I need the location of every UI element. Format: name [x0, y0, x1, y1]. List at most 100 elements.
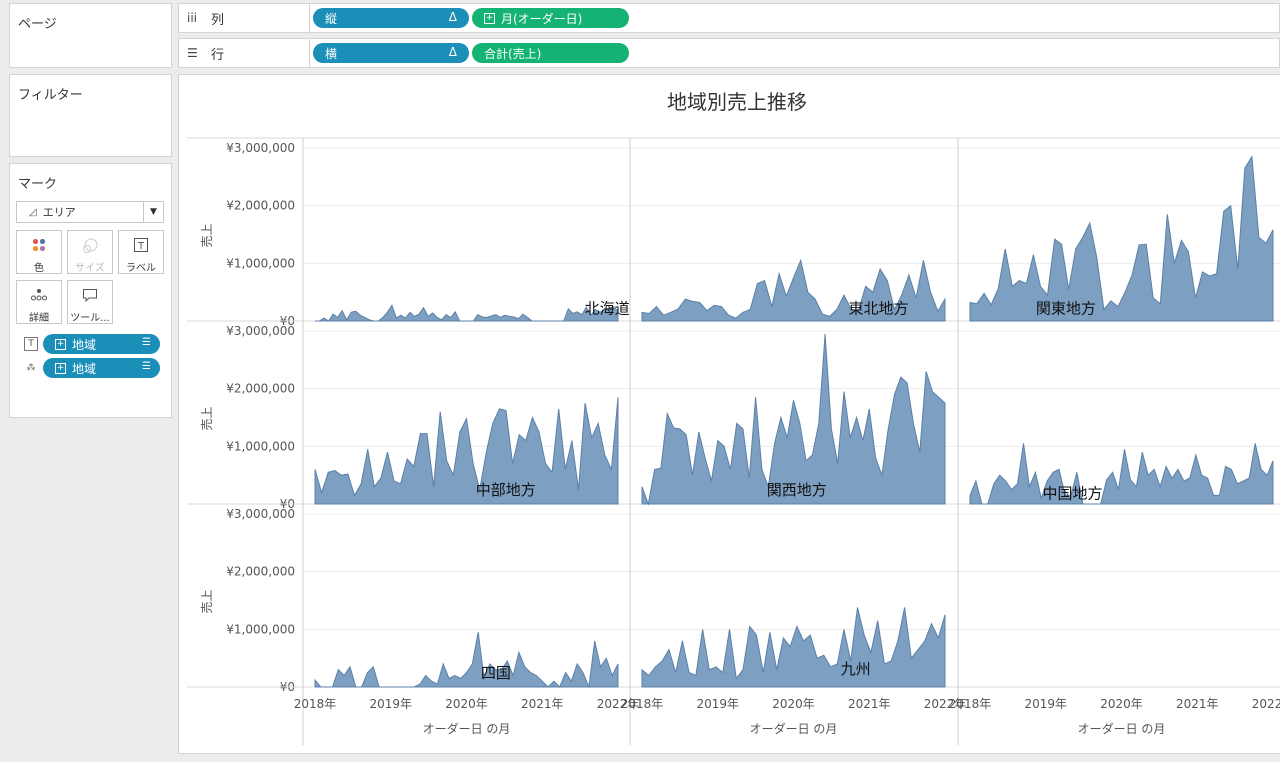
- x-axis-label: オーダー日 の月: [750, 721, 838, 736]
- y-axis-label: 売上: [199, 406, 214, 430]
- x-tick-label: 2018年: [949, 697, 992, 711]
- label-button[interactable]: T ラベル: [118, 230, 164, 274]
- text-t-icon: T: [119, 237, 163, 259]
- rows-shelf-label: ☰ 行: [179, 39, 310, 67]
- filters-card[interactable]: フィルター: [9, 74, 172, 157]
- columns-shelf-label: iii 列: [179, 4, 310, 32]
- detail-button[interactable]: 詳細: [16, 280, 62, 324]
- y-tick-label: ¥3,000,000: [226, 141, 295, 155]
- text-t-icon: T: [24, 337, 38, 351]
- sort-icon: ☰: [142, 361, 151, 372]
- y-axis-label: 売上: [199, 589, 214, 613]
- rows-pill-horizontal[interactable]: 横 Δ: [313, 43, 469, 63]
- x-axis-label: オーダー日 の月: [423, 721, 511, 736]
- rows-pill-sum-sales[interactable]: 合計(売上): [472, 43, 629, 63]
- pill-text: 合計(売上): [484, 46, 542, 61]
- x-tick-label: 2020年: [772, 697, 815, 711]
- y-axis-label: 売上: [199, 223, 214, 247]
- detail-field-pill[interactable]: + 地域 ☰: [43, 358, 160, 378]
- series-label: 四国: [481, 664, 511, 682]
- mark-type-value: エリア: [42, 206, 76, 219]
- speech-bubble-icon: [68, 287, 112, 309]
- detail-field-name: 地域: [72, 361, 97, 376]
- detail-dots-icon: ⁂: [26, 363, 36, 373]
- color-dots-icon: [17, 237, 61, 259]
- series-label: 九州: [841, 660, 871, 678]
- pages-title: ページ: [18, 17, 57, 32]
- marks-title: マーク: [18, 177, 58, 192]
- x-axis-label: オーダー日 の月: [1078, 721, 1166, 736]
- delta-icon: Δ: [448, 10, 457, 24]
- x-tick-label: 2018年: [621, 697, 664, 711]
- plus-box-icon: +: [55, 338, 66, 350]
- x-tick-label: 2021年: [521, 697, 564, 711]
- plus-box-icon: +: [55, 362, 66, 374]
- label-label: ラベル: [126, 263, 156, 274]
- area-series-2[interactable]: [969, 155, 1274, 322]
- area-series-3[interactable]: [314, 397, 619, 505]
- x-tick-label: 2022年: [924, 697, 967, 711]
- area-chart-icon: ◿: [29, 206, 37, 218]
- y-tick-label: ¥2,000,000: [226, 382, 295, 396]
- area-series-5[interactable]: [969, 443, 1274, 505]
- columns-pill-vertical[interactable]: 縦 Δ: [313, 8, 469, 28]
- series-label: 関西地方: [767, 481, 827, 499]
- y-tick-label: ¥1,000,000: [226, 622, 295, 636]
- delta-icon: Δ: [448, 45, 457, 59]
- detail-dots-icon: [17, 287, 61, 309]
- columns-icon: iii: [187, 11, 198, 25]
- plus-box-icon: +: [484, 12, 495, 24]
- y-tick-label: ¥1,000,000: [226, 439, 295, 453]
- columns-shelf[interactable]: iii 列 縦 Δ + 月(オーダー日): [178, 3, 1280, 33]
- detail-label: 詳細: [29, 313, 49, 324]
- x-tick-label: 2020年: [1100, 697, 1143, 711]
- area-series-1[interactable]: [641, 258, 946, 322]
- filters-title: フィルター: [18, 88, 83, 103]
- x-tick-label: 2019年: [369, 697, 412, 711]
- x-tick-label: 2020年: [445, 697, 488, 711]
- columns-label-text: 列: [211, 12, 225, 28]
- rows-icon: ☰: [187, 46, 198, 60]
- area-series-6[interactable]: [314, 632, 619, 689]
- area-series-4[interactable]: [641, 333, 946, 506]
- x-tick-label: 2022年: [1252, 697, 1280, 711]
- color-label: 色: [34, 263, 44, 274]
- tooltip-label: ツール...: [70, 313, 110, 324]
- y-tick-label: ¥2,000,000: [226, 199, 295, 213]
- tooltip-button[interactable]: ツール...: [67, 280, 113, 324]
- x-tick-label: 2018年: [294, 697, 337, 711]
- color-button[interactable]: 色: [16, 230, 62, 274]
- x-tick-label: 2019年: [1024, 697, 1067, 711]
- columns-pill-month[interactable]: + 月(オーダー日): [472, 8, 629, 28]
- rows-shelf[interactable]: ☰ 行 横 Δ 合計(売上): [178, 38, 1280, 68]
- size-label: サイズ: [75, 263, 105, 274]
- pill-text: 月(オーダー日): [501, 11, 583, 26]
- size-circles-icon: [68, 237, 112, 259]
- series-label: 中部地方: [476, 481, 536, 499]
- series-label: 東北地方: [849, 300, 909, 318]
- chevron-down-icon[interactable]: ▼: [143, 202, 163, 222]
- y-tick-label: ¥2,000,000: [226, 565, 295, 579]
- series-label: 中国地方: [1042, 485, 1102, 503]
- viz-view[interactable]: 地域別売上推移 ¥3,000,000 ¥2,000,000 ¥1,000,000 ¥0…: [178, 74, 1280, 754]
- y-tick-label: ¥3,000,000: [226, 324, 295, 338]
- x-tick-label: 2021年: [1176, 697, 1219, 711]
- mark-type-dropdown[interactable]: ◿ エリア ▼: [16, 201, 164, 223]
- svg-text:T: T: [137, 241, 145, 252]
- area-series-7[interactable]: [641, 607, 946, 688]
- pill-text: 横: [325, 46, 338, 61]
- pill-text: 縦: [325, 11, 338, 26]
- rows-label-text: 行: [211, 47, 225, 63]
- sort-icon: ☰: [142, 337, 151, 348]
- y-tick-label: ¥1,000,000: [226, 256, 295, 270]
- label-field-pill[interactable]: + 地域 ☰: [43, 334, 160, 354]
- area-chart[interactable]: 地域別売上推移 ¥3,000,000¥2,000,000¥1,000,000¥0…: [179, 75, 1280, 754]
- series-label: 北海道: [585, 300, 630, 318]
- x-tick-label: 2019年: [696, 697, 739, 711]
- x-tick-label: 2021年: [848, 697, 891, 711]
- size-button[interactable]: サイズ: [67, 230, 113, 274]
- pages-card[interactable]: ページ: [9, 3, 172, 68]
- chart-title: 地域別売上推移: [667, 90, 807, 114]
- y-tick-label: ¥3,000,000: [226, 507, 295, 521]
- area-series-0[interactable]: [315, 304, 619, 322]
